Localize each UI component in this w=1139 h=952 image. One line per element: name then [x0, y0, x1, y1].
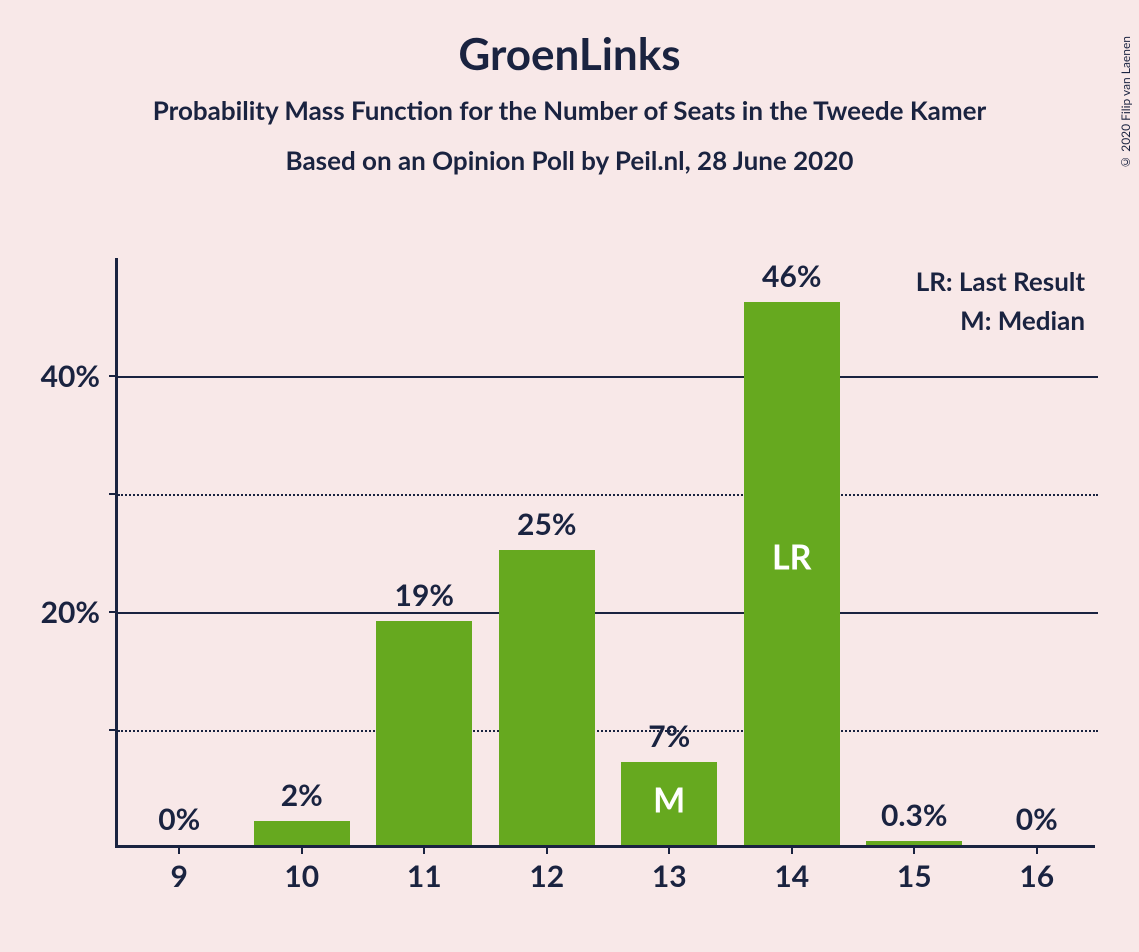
x-tick-mark [913, 845, 915, 854]
legend: LR: Last Result M: Median [916, 262, 1085, 340]
y-tick-mark [109, 375, 118, 377]
x-axis-label: 10 [284, 858, 319, 894]
chart-title: GroenLinks [0, 28, 1139, 80]
chart-subtitle-2: Based on an Opinion Poll by Peil.nl, 28 … [0, 144, 1139, 176]
y-tick-mark [109, 611, 118, 613]
x-axis-label: 14 [774, 858, 809, 894]
bar: 2% [254, 821, 350, 845]
bar-value-label: 0% [1016, 801, 1058, 845]
chart-area: 20%40%0%92%1019%1125%127%1346%140.3%150%… [115, 258, 1095, 848]
x-axis-label: 12 [529, 858, 564, 894]
x-axis-label: 11 [407, 858, 442, 894]
bar-value-label: 2% [281, 777, 323, 821]
bar: 25% [499, 550, 595, 845]
legend-m: M: Median [916, 301, 1085, 340]
y-tick-mark [109, 493, 118, 495]
bar: 19% [376, 621, 472, 845]
bar-value-label: 46% [762, 258, 821, 302]
x-axis-label: 15 [897, 858, 932, 894]
bar-value-label: 25% [517, 506, 576, 550]
plot-region: 20%40%0%92%1019%1125%127%1346%140.3%150%… [115, 258, 1095, 848]
bar-value-label: 0.3% [881, 797, 948, 841]
chart-subtitle-1: Probability Mass Function for the Number… [0, 94, 1139, 126]
gridline [118, 376, 1098, 378]
gridline [118, 494, 1098, 496]
x-tick-mark [423, 845, 425, 854]
gridline [118, 612, 1098, 614]
x-tick-mark [1036, 845, 1038, 854]
x-tick-mark [178, 845, 180, 854]
x-axis-label: 13 [652, 858, 687, 894]
bar-value-label: 7% [648, 718, 690, 762]
bar-value-label: 19% [395, 577, 454, 621]
copyright-text: © 2020 Filip van Laenen [1118, 36, 1133, 170]
bar-annotation: LR [772, 537, 812, 578]
bar-annotation: M [653, 779, 685, 820]
y-axis-label: 20% [41, 594, 100, 630]
bar-value-label: 0% [158, 801, 200, 845]
x-tick-mark [791, 845, 793, 854]
x-tick-mark [301, 845, 303, 854]
x-tick-mark [546, 845, 548, 854]
legend-lr: LR: Last Result [916, 262, 1085, 301]
x-axis-label: 16 [1019, 858, 1054, 894]
y-axis-label: 40% [41, 358, 100, 394]
x-tick-mark [668, 845, 670, 854]
x-axis-label: 9 [171, 858, 188, 894]
gridline [118, 730, 1098, 732]
y-tick-mark [109, 729, 118, 731]
